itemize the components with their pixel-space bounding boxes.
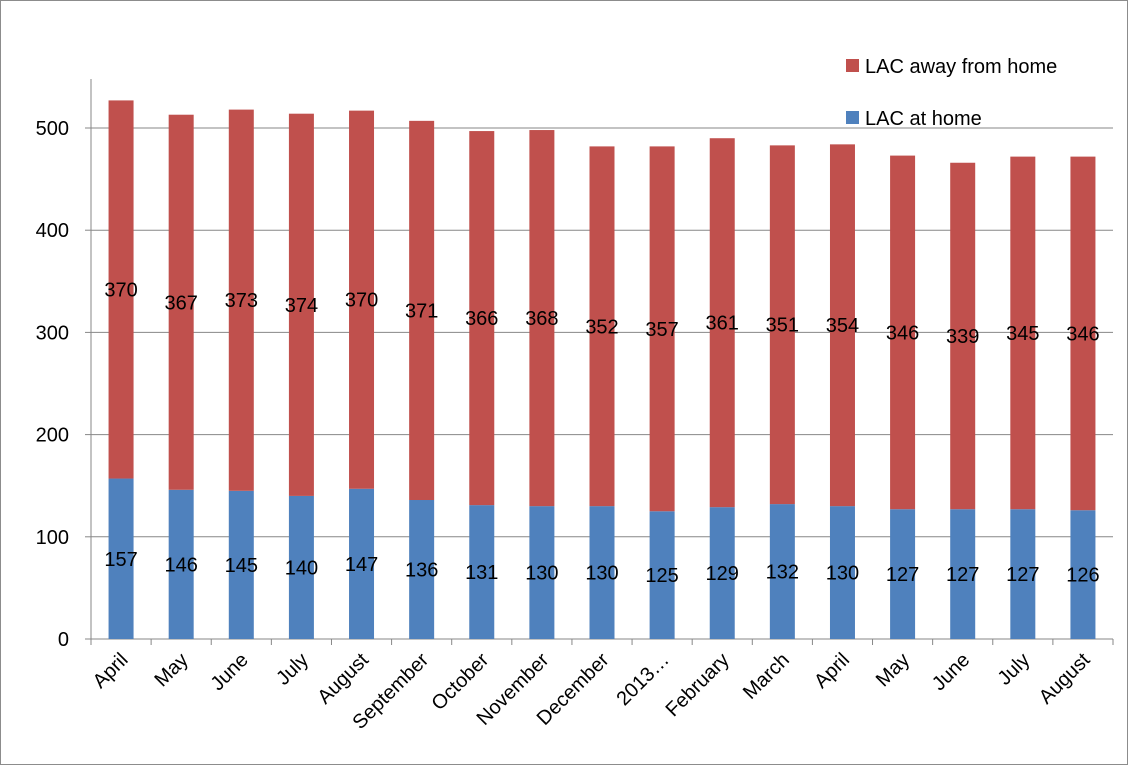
data-label-lac-at-home: 130 [525,563,558,585]
data-label-lac-at-home: 157 [104,549,137,571]
data-label-lac-away-from-home: 368 [525,308,558,330]
bar-lac-away-from-home [168,114,194,490]
bars [108,100,1096,639]
bar-lac-away-from-home [589,146,615,507]
bar-lac-at-home [769,504,795,639]
data-label-lac-away-from-home: 346 [886,322,919,344]
bar-lac-at-home [1010,509,1036,639]
x-tick-label: July [994,649,1035,690]
y-tick-label: 200 [36,425,69,447]
data-label-lac-at-home: 126 [1066,565,1099,587]
data-label-lac-at-home: 127 [886,564,919,586]
bar-lac-at-home [529,506,555,639]
data-label-lac-at-home: 130 [826,563,859,585]
bar-lac-at-home [288,495,314,639]
data-label-lac-away-from-home: 352 [585,316,618,338]
bar-lac-away-from-home [769,145,795,505]
data-label-lac-at-home: 132 [766,562,799,584]
bar-lac-at-home [829,506,855,639]
bar-lac-away-from-home [529,130,555,507]
legend-swatch [846,111,859,124]
data-label-lac-away-from-home: 370 [104,279,137,301]
bar-lac-at-home [890,509,916,639]
x-tick-label: April [810,649,854,693]
bar-lac-away-from-home [829,144,855,507]
data-label-lac-at-home: 127 [946,564,979,586]
y-tick-label: 300 [36,322,69,344]
data-labels: 157 370 146 367 145 373 140 374 147 370 136 371 131 3… [104,279,1099,587]
bar-lac-at-home [469,505,495,639]
data-label-lac-at-home: 136 [405,560,438,582]
data-label-lac-away-from-home: 357 [645,319,678,341]
bar-lac-away-from-home [950,162,976,510]
bar-lac-away-from-home [709,138,735,508]
data-label-lac-away-from-home: 373 [225,290,258,312]
x-tick-label: June [928,649,974,695]
data-label-lac-away-from-home: 339 [946,326,979,348]
bar-lac-at-home [228,490,254,639]
y-tick-label: 500 [36,118,69,140]
data-label-lac-away-from-home: 346 [1066,323,1099,345]
bar-lac-at-home [349,488,375,639]
x-tick-label: March [739,649,794,704]
bar-lac-at-home [709,507,735,639]
bar-lac-away-from-home [349,110,375,489]
x-tick-label: June [207,649,253,695]
data-label-lac-away-from-home: 366 [465,308,498,330]
x-tick-label: 2013… [612,649,673,710]
x-tick-label: April [89,649,133,693]
bar-lac-at-home [950,509,976,639]
legend-item-lac-away-from-home: LAC away from home [846,56,1057,78]
data-label-lac-away-from-home: 370 [345,290,378,312]
x-tick-label: May [150,649,192,691]
data-label-lac-at-home: 125 [645,565,678,587]
y-tick-label: 100 [36,527,69,549]
bar-lac-away-from-home [409,120,435,501]
data-label-lac-away-from-home: 354 [826,315,859,337]
data-label-lac-away-from-home: 361 [706,313,739,335]
legend-label: LAC away from home [865,56,1057,78]
x-tick-label: August [313,649,373,709]
x-tick-label: February [662,649,734,721]
y-tick-label: 400 [36,220,69,242]
bar-lac-away-from-home [1010,156,1036,510]
data-label-lac-at-home: 130 [585,563,618,585]
bar-lac-at-home [589,506,615,639]
data-label-lac-away-from-home: 351 [766,315,799,337]
legend-swatch [846,59,859,72]
bar-lac-away-from-home [469,131,495,506]
data-label-lac-away-from-home: 367 [164,292,197,314]
bar-lac-away-from-home [228,109,254,491]
bar-lac-at-home [649,511,675,639]
data-label-lac-away-from-home: 345 [1006,323,1039,345]
bar-lac-at-home [409,500,435,639]
data-label-lac-at-home: 147 [345,554,378,576]
bar-lac-away-from-home [649,146,675,512]
data-label-lac-at-home: 131 [465,562,498,584]
data-label-lac-at-home: 145 [225,555,258,577]
x-tick-label: May [872,649,914,691]
data-label-lac-at-home: 129 [706,563,739,585]
data-label-lac-away-from-home: 371 [405,300,438,322]
bar-lac-away-from-home [890,155,916,510]
data-label-lac-at-home: 146 [164,554,197,576]
bar-lac-away-from-home [108,100,134,479]
data-label-lac-away-from-home: 374 [285,295,318,317]
bar-lac-at-home [108,478,134,639]
bar-lac-away-from-home [1070,156,1096,511]
legend-item-lac-at-home: LAC at home [846,108,982,130]
data-label-lac-at-home: 127 [1006,564,1039,586]
x-tick-label: July [272,649,313,690]
x-tick-label: August [1035,649,1095,709]
legend: LAC away from home LAC at home [846,56,1057,130]
bar-lac-at-home [1070,510,1096,639]
bar-lac-away-from-home [288,113,314,496]
legend-label: LAC at home [865,108,982,130]
y-tick-label: 0 [58,629,69,651]
data-label-lac-at-home: 140 [285,557,318,579]
bar-lac-at-home [168,489,194,639]
